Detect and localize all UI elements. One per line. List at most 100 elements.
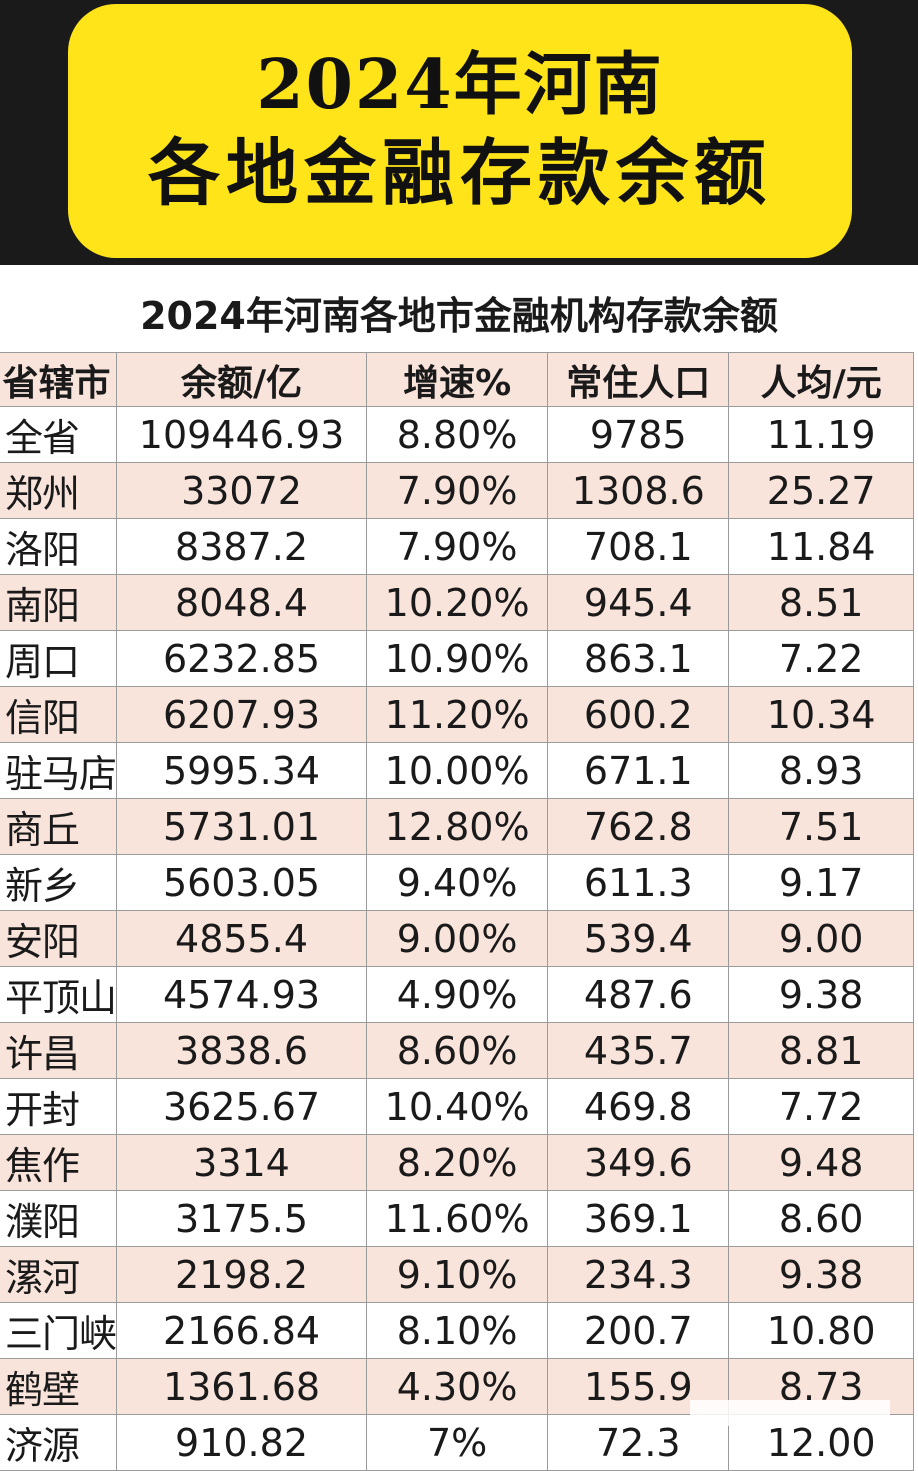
cell-growth: 9.40%: [366, 854, 549, 911]
cell-city: 济源: [0, 1414, 118, 1471]
cell-growth: 8.80%: [366, 406, 549, 463]
cell-growth: 10.00%: [366, 742, 549, 799]
cell-growth: 12.80%: [366, 798, 549, 855]
table-row: 三门峡 2166.84 8.10% 200.7 10.80: [0, 1302, 914, 1359]
cell-per-capita: 25.27: [728, 462, 914, 519]
cell-balance: 2166.84: [116, 1302, 368, 1359]
table-body: 全省 109446.93 8.80% 9785 11.19 郑州 33072 7.90% 130…: [0, 406, 914, 1471]
table-row: 洛阳 8387.2 7.90% 708.1 11.84: [0, 518, 914, 575]
cell-city: 新乡: [0, 854, 118, 911]
cell-balance: 1361.68: [116, 1358, 368, 1415]
cell-per-capita: 10.34: [728, 686, 914, 743]
cell-balance: 6207.93: [116, 686, 368, 743]
cell-growth: 8.60%: [366, 1022, 549, 1079]
cell-city: 许昌: [0, 1022, 118, 1079]
table-row: 商丘 5731.01 12.80% 762.8 7.51: [0, 798, 914, 855]
banner-title-line1: 2024年河南: [256, 45, 664, 125]
table-row: 信阳 6207.93 11.20% 600.2 10.34: [0, 686, 914, 743]
cell-per-capita: 9.48: [728, 1134, 914, 1191]
cell-per-capita: 11.19: [728, 406, 914, 463]
table-row: 许昌 3838.6 8.60% 435.7 8.81: [0, 1022, 914, 1079]
cell-population: 708.1: [547, 518, 730, 575]
cell-balance: 8048.4: [116, 574, 368, 631]
table-row: 濮阳 3175.5 11.60% 369.1 8.60: [0, 1190, 914, 1247]
cell-balance: 6232.85: [116, 630, 368, 687]
cell-balance: 5995.34: [116, 742, 368, 799]
cell-per-capita: 8.60: [728, 1190, 914, 1247]
cell-per-capita: 7.51: [728, 798, 914, 855]
cell-growth: 7.90%: [366, 518, 549, 575]
cell-growth: 10.20%: [366, 574, 549, 631]
cell-growth: 8.10%: [366, 1302, 549, 1359]
watermark-overlay: [690, 1400, 890, 1426]
cell-city: 信阳: [0, 686, 118, 743]
table-row: 漯河 2198.2 9.10% 234.3 9.38: [0, 1246, 914, 1303]
cell-per-capita: 9.38: [728, 1246, 914, 1303]
table-row: 周口 6232.85 10.90% 863.1 7.22: [0, 630, 914, 687]
cell-population: 435.7: [547, 1022, 730, 1079]
cell-balance: 3625.67: [116, 1078, 368, 1135]
cell-per-capita: 7.22: [728, 630, 914, 687]
cell-per-capita: 9.17: [728, 854, 914, 911]
header-balance: 余额/亿: [116, 352, 368, 407]
cell-city: 鹤壁: [0, 1358, 118, 1415]
cell-population: 762.8: [547, 798, 730, 855]
cell-balance: 33072: [116, 462, 368, 519]
table-row: 平顶山 4574.93 4.90% 487.6 9.38: [0, 966, 914, 1023]
table-header-row: 省辖市 余额/亿 增速% 常住人口 人均/元: [0, 352, 914, 407]
cell-city: 三门峡: [0, 1302, 118, 1359]
cell-balance: 109446.93: [116, 406, 368, 463]
cell-city: 商丘: [0, 798, 118, 855]
cell-population: 611.3: [547, 854, 730, 911]
table-row: 新乡 5603.05 9.40% 611.3 9.17: [0, 854, 914, 911]
cell-balance: 3838.6: [116, 1022, 368, 1079]
header-city: 省辖市: [0, 352, 118, 407]
cell-population: 671.1: [547, 742, 730, 799]
cell-per-capita: 8.93: [728, 742, 914, 799]
cell-growth: 7.90%: [366, 462, 549, 519]
cell-population: 863.1: [547, 630, 730, 687]
table-row: 焦作 3314 8.20% 349.6 9.48: [0, 1134, 914, 1191]
cell-per-capita: 9.38: [728, 966, 914, 1023]
cell-city: 漯河: [0, 1246, 118, 1303]
cell-city: 开封: [0, 1078, 118, 1135]
cell-growth: 9.00%: [366, 910, 549, 967]
cell-growth: 4.30%: [366, 1358, 549, 1415]
cell-per-capita: 8.51: [728, 574, 914, 631]
banner: 2024年河南 各地金融存款余额: [0, 0, 918, 265]
table-row: 郑州 33072 7.90% 1308.6 25.27: [0, 462, 914, 519]
cell-population: 487.6: [547, 966, 730, 1023]
cell-per-capita: 8.81: [728, 1022, 914, 1079]
cell-balance: 3314: [116, 1134, 368, 1191]
cell-per-capita: 11.84: [728, 518, 914, 575]
cell-city: 南阳: [0, 574, 118, 631]
cell-population: 539.4: [547, 910, 730, 967]
cell-growth: 10.40%: [366, 1078, 549, 1135]
cell-city: 郑州: [0, 462, 118, 519]
cell-population: 469.8: [547, 1078, 730, 1135]
cell-balance: 3175.5: [116, 1190, 368, 1247]
cell-city: 平顶山: [0, 966, 118, 1023]
table-row: 全省 109446.93 8.80% 9785 11.19: [0, 406, 914, 463]
cell-balance: 2198.2: [116, 1246, 368, 1303]
cell-balance: 4855.4: [116, 910, 368, 967]
cell-population: 9785: [547, 406, 730, 463]
cell-population: 349.6: [547, 1134, 730, 1191]
cell-growth: 7%: [366, 1414, 549, 1471]
cell-city: 周口: [0, 630, 118, 687]
cell-growth: 11.60%: [366, 1190, 549, 1247]
cell-growth: 8.20%: [366, 1134, 549, 1191]
cell-balance: 8387.2: [116, 518, 368, 575]
cell-population: 200.7: [547, 1302, 730, 1359]
table-row: 驻马店 5995.34 10.00% 671.1 8.93: [0, 742, 914, 799]
table-title: 2024年河南各地市金融机构存款余额: [140, 293, 778, 338]
table-row: 安阳 4855.4 9.00% 539.4 9.00: [0, 910, 914, 967]
cell-balance: 4574.93: [116, 966, 368, 1023]
cell-per-capita: 7.72: [728, 1078, 914, 1135]
cell-population: 369.1: [547, 1190, 730, 1247]
cell-city: 焦作: [0, 1134, 118, 1191]
deposit-table: 省辖市 余额/亿 增速% 常住人口 人均/元 全省 109446.93 8.80% 9…: [0, 352, 914, 1471]
header-per-capita: 人均/元: [728, 352, 914, 407]
table-row: 开封 3625.67 10.40% 469.8 7.72: [0, 1078, 914, 1135]
header-population: 常住人口: [547, 352, 730, 407]
